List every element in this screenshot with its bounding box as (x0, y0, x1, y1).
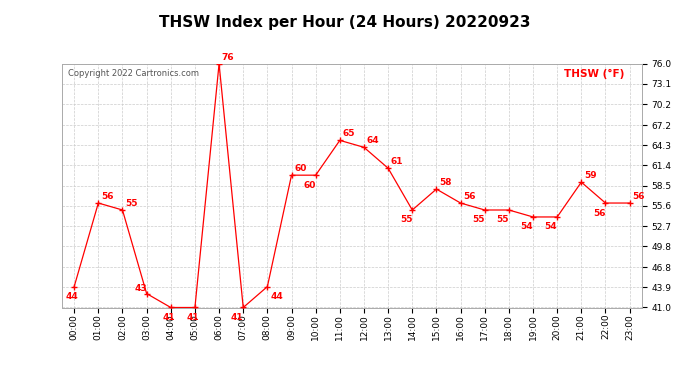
Text: 44: 44 (270, 292, 283, 301)
Text: Copyright 2022 Cartronics.com: Copyright 2022 Cartronics.com (68, 69, 199, 78)
Text: 55: 55 (126, 199, 138, 208)
Text: 60: 60 (295, 164, 306, 173)
Text: 59: 59 (584, 171, 597, 180)
Text: 55: 55 (400, 216, 412, 225)
Text: THSW (°F): THSW (°F) (564, 69, 624, 79)
Text: 55: 55 (496, 216, 509, 225)
Text: 44: 44 (66, 292, 79, 301)
Text: 65: 65 (343, 129, 355, 138)
Text: 56: 56 (101, 192, 114, 201)
Text: 58: 58 (440, 178, 452, 187)
Text: 43: 43 (134, 284, 147, 293)
Text: 55: 55 (472, 216, 484, 225)
Text: 61: 61 (391, 157, 404, 166)
Text: 56: 56 (464, 192, 476, 201)
Text: 41: 41 (162, 313, 175, 322)
Text: THSW Index per Hour (24 Hours) 20220923: THSW Index per Hour (24 Hours) 20220923 (159, 15, 531, 30)
Text: 41: 41 (230, 313, 244, 322)
Text: 56: 56 (633, 192, 645, 201)
Text: 41: 41 (186, 313, 199, 322)
Text: 54: 54 (520, 222, 533, 231)
Text: 56: 56 (593, 209, 605, 218)
Text: 76: 76 (222, 53, 235, 62)
Text: 60: 60 (303, 181, 315, 190)
Text: 54: 54 (544, 222, 558, 231)
Text: 64: 64 (367, 136, 380, 145)
